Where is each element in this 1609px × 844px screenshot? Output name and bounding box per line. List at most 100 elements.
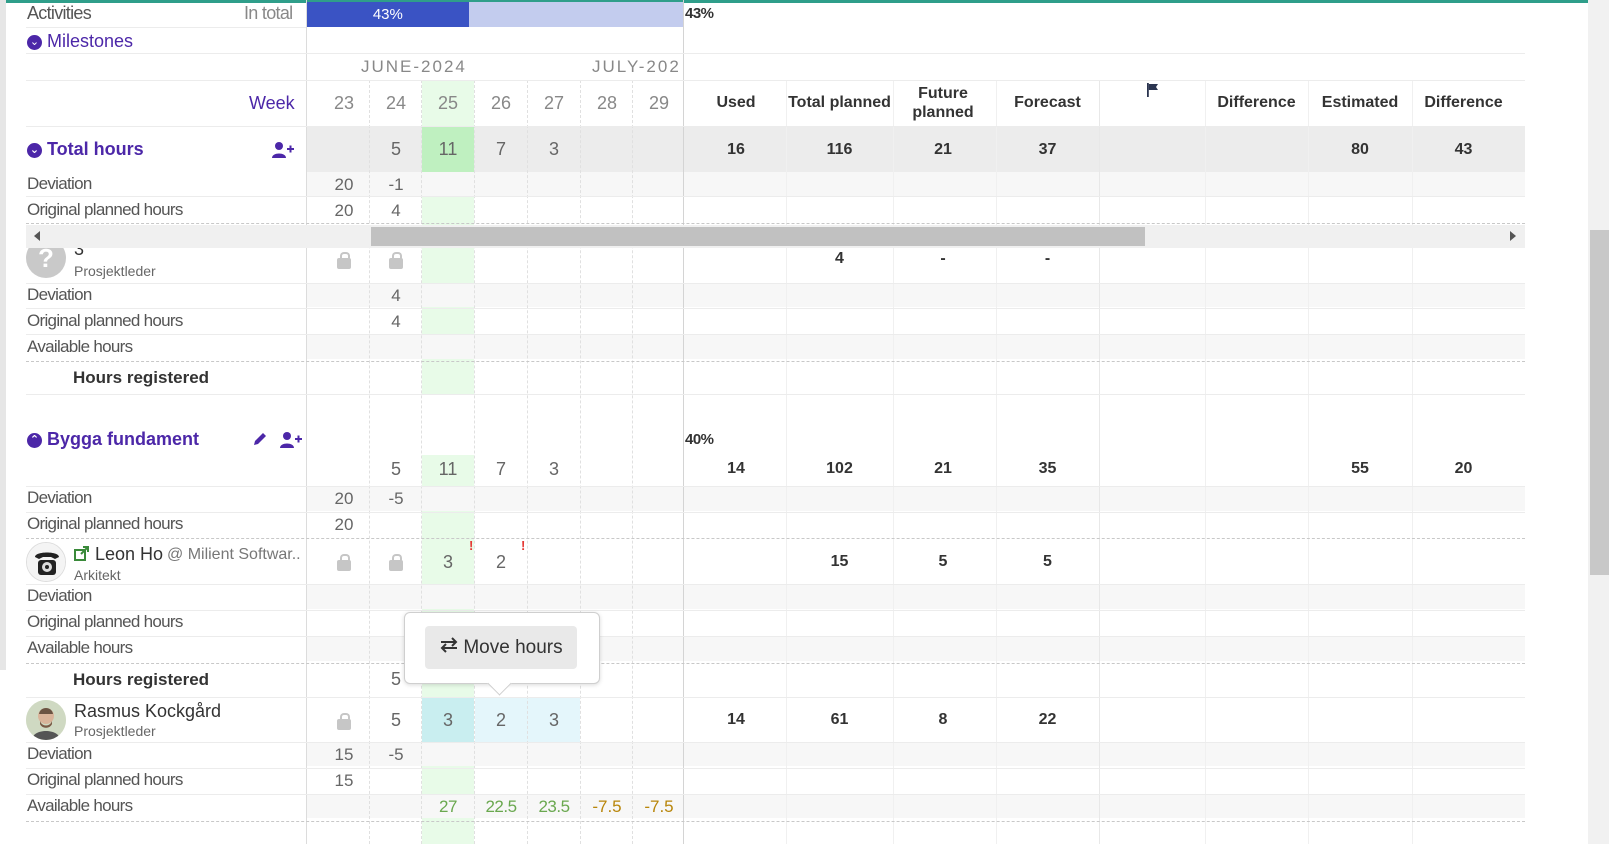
person-future-planned: -	[940, 250, 946, 267]
bygga-estimated: 55	[1351, 460, 1369, 477]
grid-line	[26, 196, 1525, 197]
zebra-row	[306, 335, 1525, 359]
zebra-row	[306, 487, 1525, 511]
person-photo-icon	[26, 700, 66, 740]
move-hours-popover: Move hours	[404, 612, 600, 684]
top-accent-line	[0, 0, 1609, 3]
rasmus-w25[interactable]: 3	[442, 710, 453, 730]
zebra-row	[306, 742, 1525, 766]
current-week-header	[422, 81, 474, 126]
scroll-left-arrow-icon[interactable]	[34, 231, 40, 241]
cell: 27	[439, 797, 457, 816]
bygga-fundament-toggle[interactable]: ⌃ Bygga fundament	[27, 429, 199, 450]
grid-line	[26, 27, 306, 28]
rasmus-w24[interactable]: 5	[390, 710, 401, 730]
cell: 15	[334, 745, 354, 764]
avatar	[26, 542, 66, 582]
row-label: Original planned hours	[27, 311, 183, 330]
person-total-planned: 4	[835, 250, 844, 267]
bygga-percent: 40%	[685, 431, 714, 448]
row-label: Deviation	[27, 174, 92, 193]
external-link-icon[interactable]	[74, 546, 90, 566]
add-person-icon[interactable]	[280, 431, 302, 454]
current-week-total-cell	[422, 127, 474, 172]
grid-line	[26, 126, 1525, 127]
cell: -7.5	[592, 797, 622, 816]
question-mark-icon: ?	[26, 248, 66, 278]
grid-line	[580, 80, 581, 844]
lock-icon	[337, 554, 351, 573]
grid-line	[683, 0, 684, 844]
cell: 15	[334, 771, 354, 790]
grid-line	[26, 223, 1525, 224]
week-27: 27	[543, 93, 565, 113]
week-23: 23	[333, 93, 355, 113]
move-hours-button[interactable]: Move hours	[425, 626, 577, 669]
pencil-icon[interactable]	[252, 431, 268, 452]
cell: 20	[334, 515, 354, 534]
row-label: Deviation	[27, 744, 92, 763]
leon-forecast: 5	[1043, 553, 1052, 570]
person-name: 3	[74, 248, 85, 259]
grid-line	[26, 308, 1525, 309]
grid-line	[893, 80, 894, 844]
rasmus-used: 14	[727, 711, 745, 728]
person-name: Rasmus Kockgård	[74, 701, 222, 721]
grid-line	[421, 80, 422, 844]
week-26: 26	[490, 93, 512, 113]
bygga-w25: 11	[438, 459, 458, 479]
row-label: Original planned hours	[27, 514, 183, 533]
grid-line	[26, 283, 1525, 284]
rasmus-total-planned: 61	[830, 711, 849, 728]
total-total-planned: 116	[826, 141, 853, 158]
hours-registered-label: Hours registered	[73, 670, 210, 689]
total-difference: 43	[1454, 141, 1473, 158]
total-w24: 5	[390, 139, 401, 159]
grid-line	[474, 80, 475, 844]
person-role: Prosjektleder	[74, 263, 156, 279]
rasmus-future-planned: 8	[938, 711, 948, 728]
leon-w25[interactable]: 3	[442, 552, 453, 572]
rasmus-w26[interactable]: 2	[495, 710, 506, 730]
milestones-toggle[interactable]: ⌄ Milestones	[27, 31, 133, 52]
grid-line	[1308, 80, 1309, 844]
grid-line	[996, 80, 997, 844]
grid-line	[369, 80, 370, 844]
cell: 4	[391, 312, 401, 331]
activities-progress-fill: 43%	[307, 2, 469, 27]
horizontal-scrollbar-thumb[interactable]	[371, 227, 1145, 246]
activities-label: Activities	[27, 3, 92, 23]
leon-total-planned: 15	[830, 553, 849, 570]
grid-line	[26, 697, 1525, 698]
row-label: Original planned hours	[27, 770, 183, 789]
total-future-planned: 21	[934, 141, 952, 158]
month-july: JULY-202	[592, 57, 681, 76]
grid-line	[1412, 80, 1413, 844]
bygga-forecast: 35	[1038, 460, 1057, 477]
rasmus-w27[interactable]: 3	[548, 710, 559, 730]
scroll-right-arrow-icon[interactable]	[1510, 231, 1516, 241]
person-company: @ Milient Softwar...	[167, 546, 301, 563]
activities-progress-bar: 43%	[307, 2, 683, 27]
lock-icon	[389, 554, 403, 573]
warning-icon: !	[469, 538, 474, 553]
cell: -7.5	[644, 797, 674, 816]
leon-w26[interactable]: 2	[495, 552, 506, 572]
add-person-icon[interactable]	[272, 141, 294, 164]
cell: 20	[334, 489, 354, 508]
warning-icon: !	[521, 538, 526, 553]
grid-line	[786, 80, 787, 844]
total-hours-toggle[interactable]: ⌄ Total hours	[27, 139, 144, 160]
col-used: Used	[716, 94, 756, 111]
grid-line	[26, 53, 1525, 54]
grid-line	[26, 80, 1525, 81]
col-estimated: Estimated	[1321, 94, 1399, 111]
grid-line	[26, 663, 1525, 664]
bygga-used: 14	[727, 460, 745, 477]
bygga-fundament-label: Bygga fundament	[47, 429, 200, 449]
total-hours-band	[306, 127, 1525, 172]
grid-line	[26, 768, 1525, 769]
selected-cell[interactable]	[422, 698, 474, 742]
row-label: Deviation	[27, 285, 92, 304]
vertical-scrollbar-thumb[interactable]	[1590, 230, 1609, 575]
